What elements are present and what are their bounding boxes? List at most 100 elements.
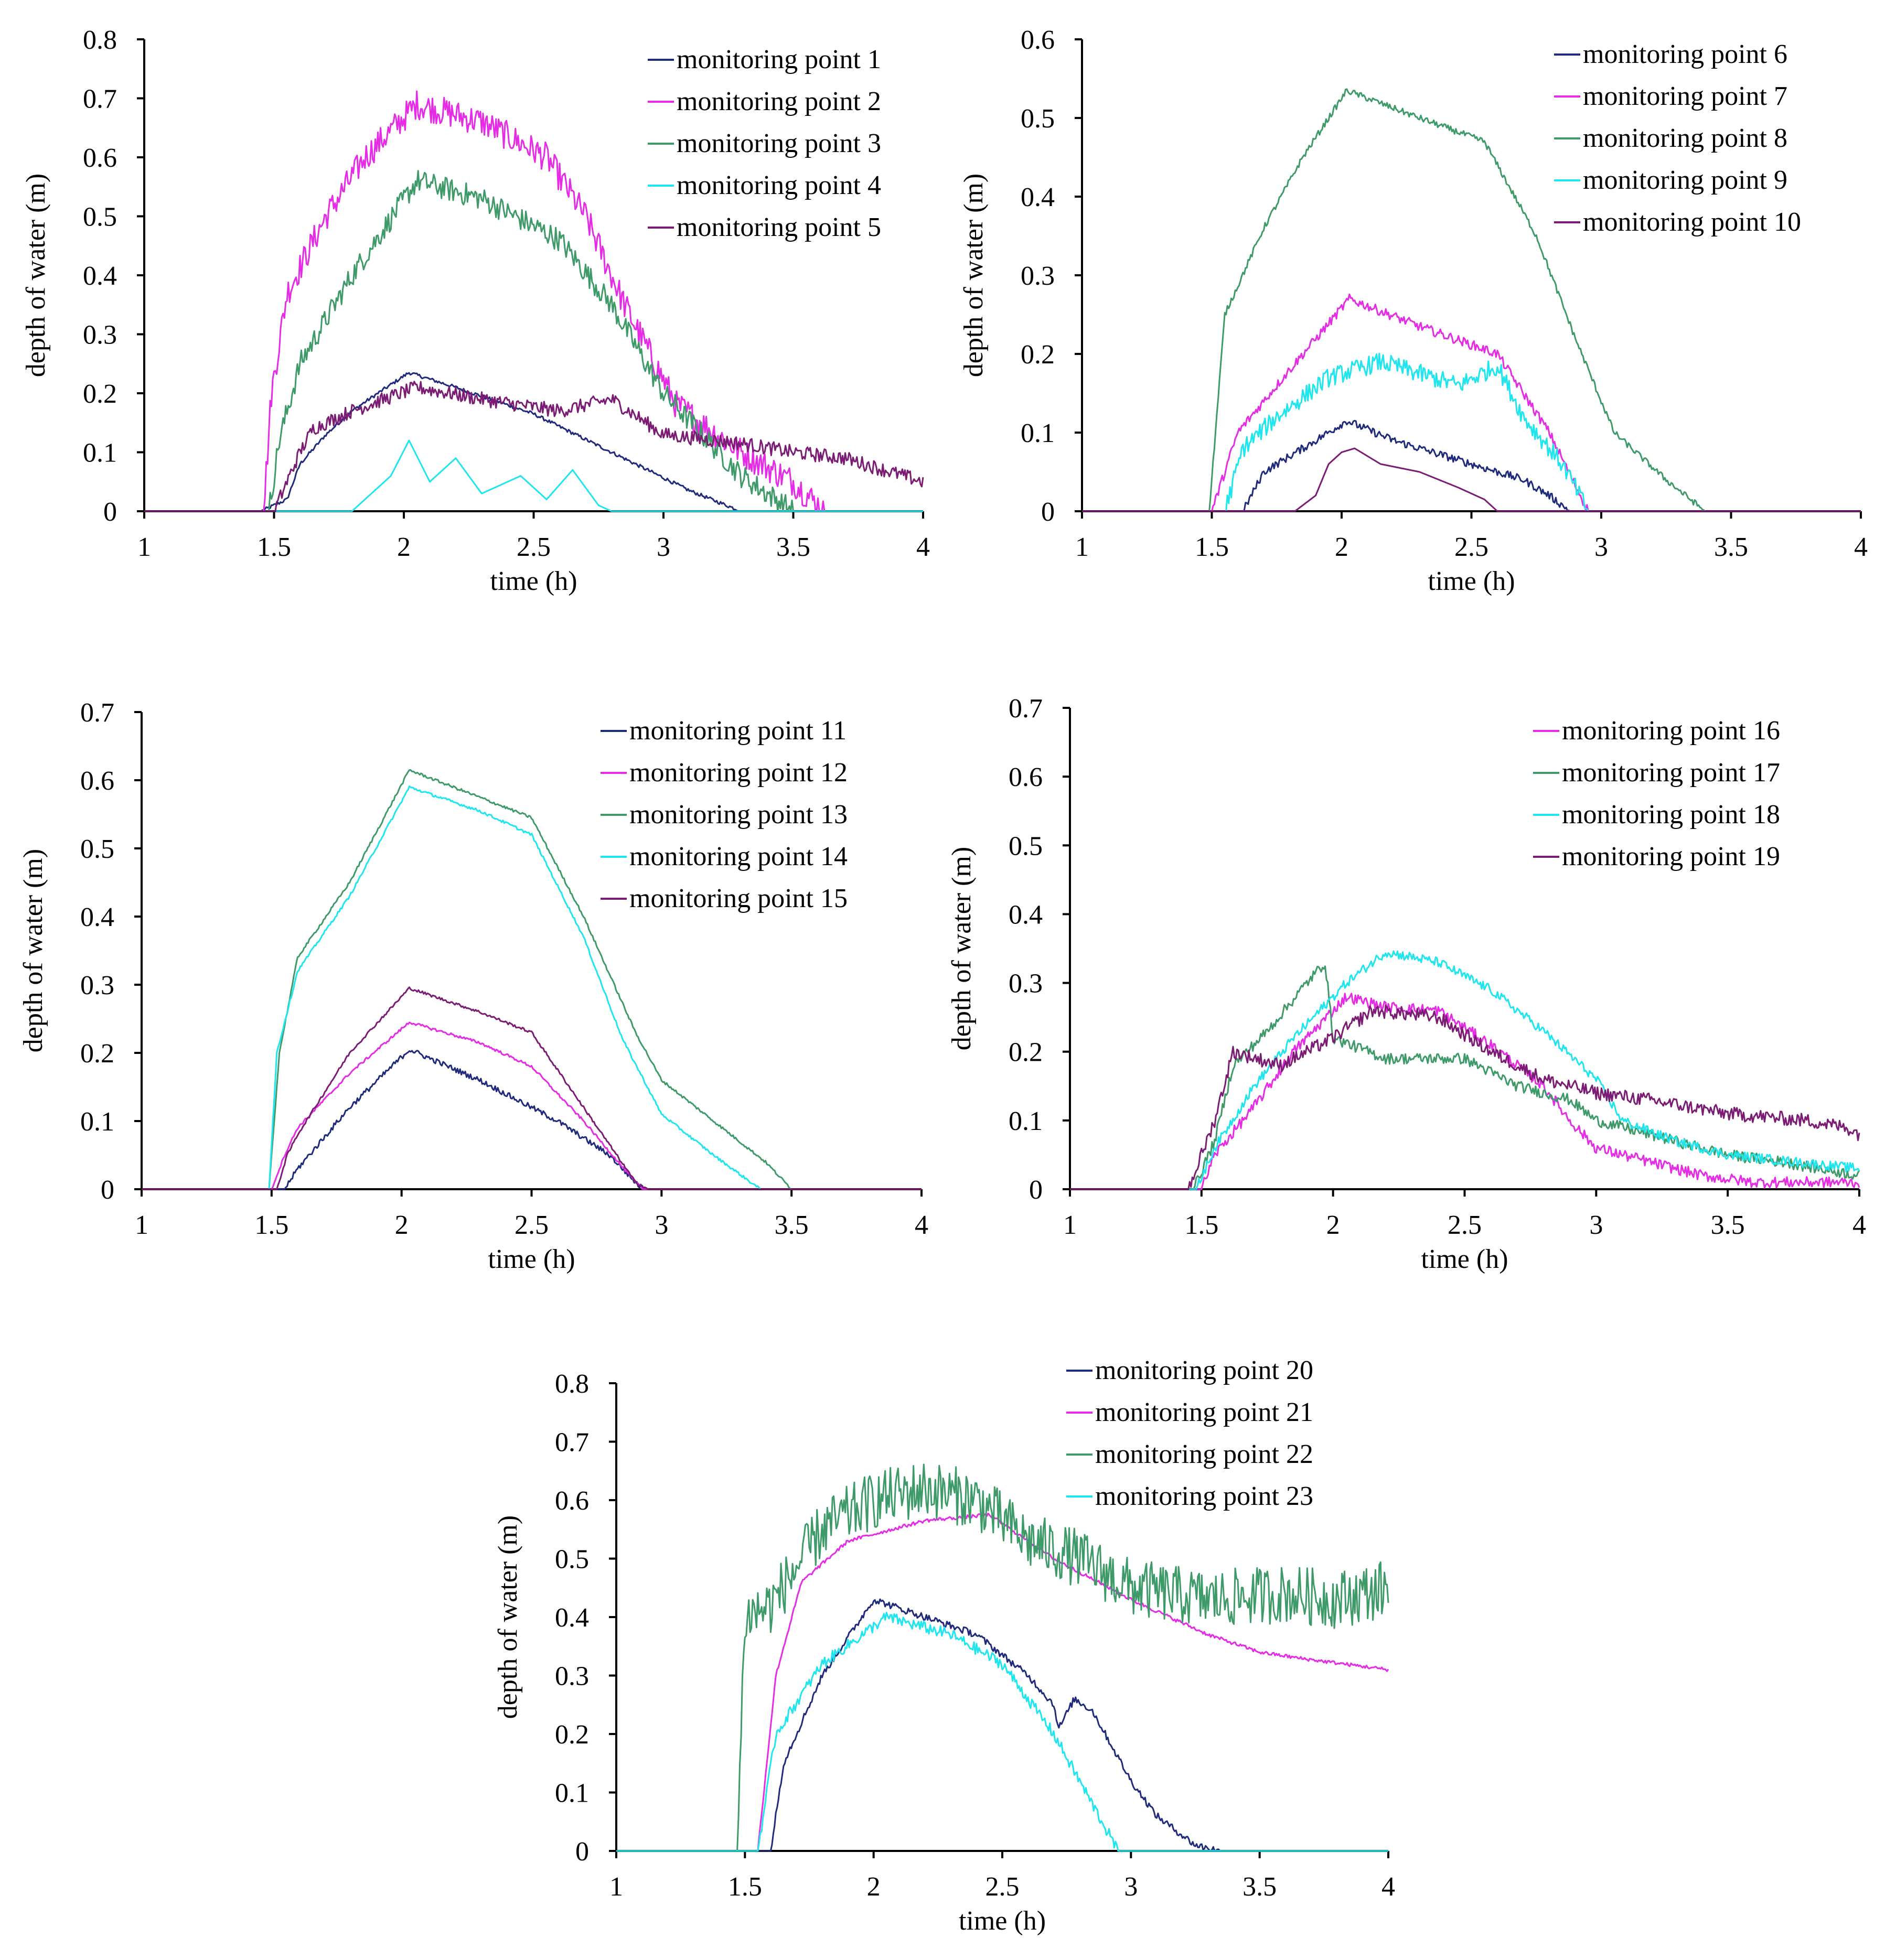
series-line-monitoring-point-22 <box>616 1463 1389 1852</box>
legend-label: monitoring point 4 <box>677 170 881 200</box>
x-tick-label: 2 <box>867 1872 881 1902</box>
legend-label: monitoring point 6 <box>1583 39 1787 69</box>
legend-label: monitoring point 2 <box>677 87 881 116</box>
series-line-monitoring-point-11 <box>142 1050 922 1190</box>
y-tick-label: 0.4 <box>80 902 114 932</box>
series-line-monitoring-point-6 <box>1082 419 1861 512</box>
y-tick-label: 0 <box>1041 497 1055 527</box>
x-tick-label: 1 <box>1075 532 1089 562</box>
y-tick-label: 0.6 <box>555 1486 589 1516</box>
y-tick-label: 0.1 <box>1009 1106 1043 1136</box>
legend-label: monitoring point 1 <box>677 45 881 74</box>
legend-label: monitoring point 17 <box>1562 758 1780 788</box>
y-tick-label: 0.2 <box>1009 1038 1043 1068</box>
y-tick-label: 0.3 <box>83 320 117 350</box>
y-axis-label: depth of water (m) <box>947 847 977 1050</box>
x-tick-label: 3.5 <box>1711 1210 1745 1240</box>
series-line-monitoring-point-21 <box>616 1512 1389 1852</box>
legend-label: monitoring point 19 <box>1562 842 1780 871</box>
y-tick-label: 0.2 <box>555 1720 589 1750</box>
legend-label: monitoring point 23 <box>1095 1481 1313 1511</box>
legend-label: monitoring point 15 <box>629 884 848 913</box>
x-tick-label: 2.5 <box>1448 1210 1482 1240</box>
y-tick-label: 0 <box>1029 1175 1043 1205</box>
x-tick-label: 1.5 <box>728 1872 762 1902</box>
x-tick-label: 3.5 <box>775 1210 809 1240</box>
x-tick-label: 4 <box>1381 1872 1395 1902</box>
x-tick-label: 1 <box>1063 1210 1077 1240</box>
x-tick-label: 2.5 <box>517 532 551 562</box>
chart-panel-2: 0 0.1 0.2 0.3 0.4 0.5 0.6 1 1.5 2 2.5 3 3.5 4 time (h)… <box>959 25 1868 596</box>
x-tick-label: 2 <box>395 1210 409 1240</box>
y-axis-label: depth of water (m) <box>18 849 48 1052</box>
x-tick-label: 1.5 <box>254 1210 288 1240</box>
series-line-monitoring-point-23 <box>616 1611 1388 1852</box>
x-tick-label: 1 <box>609 1872 623 1902</box>
series-line-monitoring-point-7 <box>1082 293 1861 512</box>
series-line-monitoring-point-16 <box>1070 993 1860 1190</box>
y-tick-label: 0.2 <box>1021 340 1055 370</box>
x-tick-label: 1.5 <box>1195 532 1229 562</box>
y-tick-label: 0.3 <box>1021 261 1055 291</box>
series-line-monitoring-point-5 <box>144 381 924 512</box>
x-tick-label: 1 <box>135 1210 148 1240</box>
y-tick-label: 0.1 <box>1021 418 1055 448</box>
x-tick-label: 3 <box>657 532 670 562</box>
x-tick-label: 1.5 <box>1184 1210 1218 1240</box>
x-tick-label: 3 <box>655 1210 668 1240</box>
legend-label: monitoring point 9 <box>1583 165 1787 195</box>
legend-label: monitoring point 16 <box>1562 716 1780 746</box>
series-line-monitoring-point-18 <box>1070 950 1860 1190</box>
y-tick-label: 0.6 <box>80 766 114 796</box>
x-axis-label: time (h) <box>490 566 577 596</box>
x-tick-label: 4 <box>916 532 930 562</box>
legend-label: monitoring point 14 <box>629 842 848 871</box>
series-line-monitoring-point-2 <box>144 90 923 512</box>
y-tick-label: 0.4 <box>1021 182 1055 212</box>
legend-label: monitoring point 12 <box>629 758 848 788</box>
series-line-monitoring-point-1 <box>144 372 923 512</box>
series-line-monitoring-point-15 <box>142 986 922 1190</box>
x-tick-label: 3.5 <box>1714 532 1748 562</box>
y-tick-label: 0.7 <box>555 1428 589 1458</box>
y-tick-label: 0.8 <box>83 25 117 55</box>
y-tick-label: 0 <box>103 497 117 527</box>
x-tick-label: 3.5 <box>1242 1872 1277 1902</box>
x-tick-label: 4 <box>1854 532 1868 562</box>
chart-panel-4: 0 0.1 0.2 0.3 0.4 0.5 0.6 0.7 1 1.5 2 2.5 3 3.5 4 time … <box>947 694 1866 1274</box>
legend-label: monitoring point 18 <box>1562 800 1780 830</box>
legend-label: monitoring point 10 <box>1583 207 1801 237</box>
y-tick-label: 0.5 <box>1009 831 1043 861</box>
legend-label: monitoring point 13 <box>629 800 848 830</box>
series-line-monitoring-point-17 <box>1070 965 1860 1190</box>
x-tick-label: 3 <box>1589 1210 1603 1240</box>
y-tick-label: 0 <box>101 1175 114 1205</box>
y-tick-label: 0.3 <box>1009 969 1043 999</box>
legend-label: monitoring point 21 <box>1095 1397 1313 1427</box>
legend-label: monitoring point 5 <box>677 212 881 242</box>
x-tick-label: 2.5 <box>986 1872 1020 1902</box>
x-tick-label: 3 <box>1124 1872 1138 1902</box>
x-tick-label: 2.5 <box>515 1210 549 1240</box>
series-line-monitoring-point-9 <box>1082 352 1861 512</box>
series-line-monitoring-point-19 <box>1070 1004 1860 1190</box>
y-tick-label: 0.3 <box>80 971 114 1000</box>
y-tick-label: 0.4 <box>83 261 117 291</box>
y-tick-label: 0.2 <box>83 379 117 409</box>
series-line-monitoring-point-20 <box>616 1598 1388 1852</box>
legend-label: monitoring point 7 <box>1583 81 1787 111</box>
y-tick-label: 0.8 <box>555 1369 589 1399</box>
x-tick-label: 3 <box>1594 532 1608 562</box>
y-axis-label: depth of water (m) <box>493 1515 523 1719</box>
legend-label: monitoring point 3 <box>677 128 881 158</box>
x-tick-label: 2.5 <box>1454 532 1488 562</box>
y-tick-label: 0 <box>575 1837 589 1867</box>
legend-label: monitoring point 22 <box>1095 1439 1313 1469</box>
y-tick-label: 0.1 <box>80 1107 114 1137</box>
y-axis-label: depth of water (m) <box>959 174 989 377</box>
y-axis-label: depth of water (m) <box>21 174 51 377</box>
y-tick-label: 0.6 <box>1009 762 1043 792</box>
y-tick-label: 0.4 <box>555 1603 589 1633</box>
y-tick-label: 0.5 <box>555 1545 589 1575</box>
